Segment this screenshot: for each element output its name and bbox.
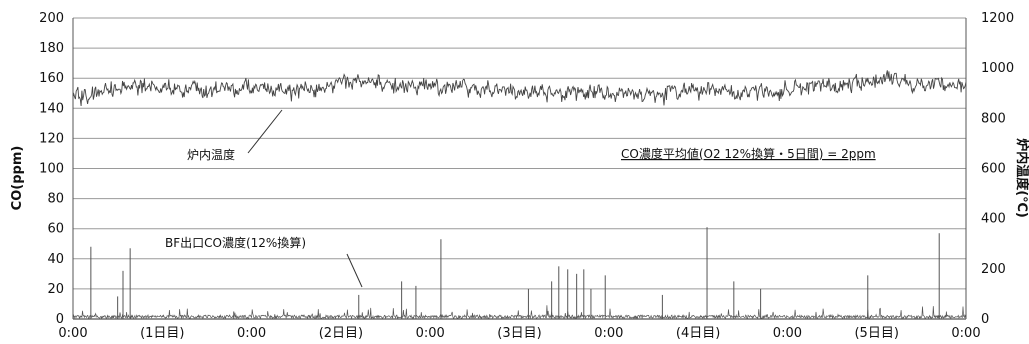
left-tick-label: 0	[56, 312, 64, 327]
day-label: (3日目)	[497, 326, 541, 341]
co-annotation: BF出口CO濃度(12%換算)	[165, 235, 306, 250]
x-tick-label: 0:00	[416, 326, 445, 341]
left-tick-label: 200	[39, 11, 64, 26]
temperature-callout-line	[247, 109, 283, 154]
temperature-series	[72, 70, 967, 107]
left-tick-label: 180	[39, 41, 64, 56]
gridlines	[73, 17, 966, 290]
left-tick-label: 60	[47, 222, 64, 237]
right-tick-label: 800	[981, 111, 1006, 126]
x-tick-label: 0:00	[773, 326, 802, 341]
x-tick-label: 0:00	[951, 326, 980, 341]
right-tick-label: 1000	[981, 61, 1014, 76]
co-callout-line	[346, 253, 363, 288]
y-axis-title-left: CO(ppm)	[10, 146, 25, 211]
left-tick-labels: 0 20 40 60 80 100 120 140 160 180 200	[39, 11, 64, 327]
left-tick-label: 80	[47, 192, 64, 207]
right-tick-label: 0	[981, 312, 989, 327]
y-axis-title-right: 炉内温度(℃)	[1014, 138, 1029, 218]
left-tick-label: 100	[39, 162, 64, 177]
day-label: (4日目)	[676, 326, 720, 341]
right-tick-label: 1200	[981, 11, 1014, 26]
left-tick-label: 20	[47, 282, 64, 297]
right-tick-label: 400	[981, 212, 1006, 227]
left-tick-label: 140	[39, 101, 64, 116]
average-note: CO濃度平均値(O2 12%換算・5日間) = 2ppm	[621, 146, 876, 161]
x-tick-label: 0:00	[594, 326, 623, 341]
day-labels: (1日目) (2日目) (3日目) (4日目) (5日目)	[140, 326, 899, 341]
temperature-annotation: 炉内温度	[187, 147, 235, 162]
x-tick-label: 0:00	[237, 326, 266, 341]
day-label: (5日目)	[854, 326, 898, 341]
x-tick-labels: 0:00 0:00 0:00 0:00 0:00 0:00	[58, 326, 980, 341]
left-tick-label: 120	[39, 131, 64, 146]
day-label: (1日目)	[140, 326, 184, 341]
co-series	[72, 227, 967, 320]
left-tick-label: 160	[39, 71, 64, 86]
right-tick-labels: 0 200 400 600 800 1000 1200	[981, 11, 1014, 327]
left-tick-label: 40	[47, 252, 64, 267]
right-tick-label: 600	[981, 162, 1006, 177]
day-label: (2日目)	[319, 326, 363, 341]
x-tick-label: 0:00	[58, 326, 87, 341]
co-noise-line	[72, 305, 967, 320]
temperature-line	[72, 70, 967, 107]
right-tick-label: 200	[981, 262, 1006, 277]
